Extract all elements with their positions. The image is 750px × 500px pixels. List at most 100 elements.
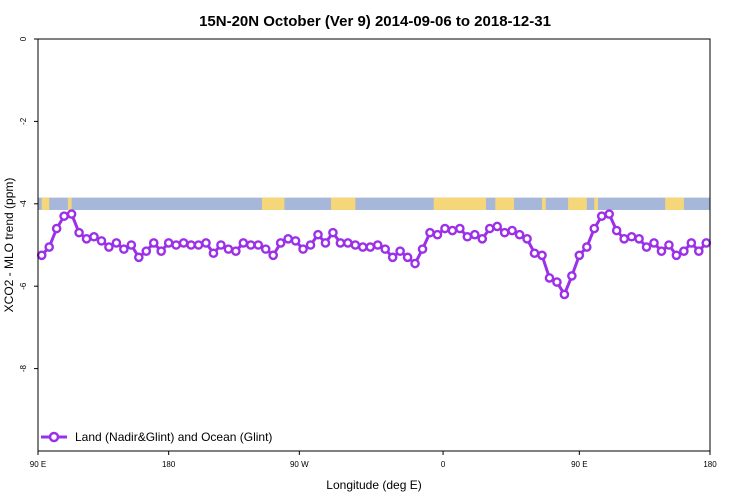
y-tick-label: -8 [19, 364, 28, 372]
land-patch [433, 197, 486, 210]
data-point [260, 244, 271, 254]
data-point [380, 244, 391, 254]
data-point [626, 231, 637, 242]
series-points-group [36, 209, 712, 300]
data-point [641, 242, 652, 252]
data-point [44, 242, 55, 252]
data-point [156, 246, 166, 256]
data-point [671, 250, 682, 261]
y-tick-label: -6 [19, 282, 28, 290]
x-tick-label: 90 E [30, 460, 46, 469]
data-point [529, 248, 540, 259]
y-tick-label: -2 [19, 117, 28, 125]
land-patch [262, 197, 285, 210]
plot-frame [37, 38, 711, 452]
ocean-band [38, 197, 710, 210]
data-point [96, 236, 107, 246]
data-point [611, 225, 622, 236]
data-point [305, 240, 316, 250]
data-point [552, 277, 562, 287]
data-point [178, 238, 189, 248]
legend: Land (Nadir&Glint) and Ocean (Glint) [41, 430, 272, 444]
land-patch [542, 197, 546, 210]
data-point [126, 240, 137, 250]
data-point [253, 240, 264, 250]
data-point [245, 240, 256, 250]
x-tick-label: 180 [162, 460, 176, 469]
data-point [268, 250, 279, 261]
data-point [701, 238, 712, 248]
data-point [417, 244, 428, 254]
data-point [395, 246, 405, 256]
data-point [231, 246, 241, 256]
data-point [89, 231, 99, 242]
data-point [410, 258, 420, 269]
data-point [51, 223, 62, 234]
land-patch [67, 197, 72, 210]
data-point [81, 234, 92, 244]
data-point [320, 238, 331, 248]
data-point [275, 238, 286, 248]
data-point [694, 246, 704, 256]
data-point [148, 238, 159, 248]
y-tick-label: -4 [19, 200, 28, 208]
data-point [283, 234, 293, 244]
data-point [201, 238, 211, 248]
data-point [387, 252, 398, 263]
data-point [74, 227, 84, 238]
y-axis-label: XCO2 - MLO trend (ppm) [2, 178, 16, 313]
data-point [559, 289, 570, 300]
land-patch [594, 197, 598, 210]
x-tick-label: 180 [703, 460, 717, 469]
data-point [425, 227, 435, 238]
data-point [171, 240, 181, 250]
data-point [604, 209, 615, 219]
legend-label: Land (Nadir&Glint) and Ocean (Glint) [75, 430, 272, 444]
data-point [290, 236, 301, 246]
data-point [141, 246, 152, 256]
data-point [484, 223, 495, 234]
data-point [589, 223, 600, 234]
data-point [619, 234, 629, 244]
data-point [462, 231, 473, 242]
data-point [567, 271, 577, 281]
x-axis-label: Longitude (deg E) [326, 478, 421, 492]
data-point [537, 250, 547, 261]
data-point [328, 227, 338, 238]
chart-title: 15N-20N October (Ver 9) 2014-09-06 to 20… [199, 13, 551, 30]
land-patch [665, 197, 684, 210]
data-point [133, 252, 144, 263]
data-point [66, 209, 77, 219]
data-point [574, 250, 585, 261]
data-point [477, 234, 488, 244]
data-point [679, 246, 689, 256]
x-tick-label: 0 [441, 460, 446, 469]
data-point [522, 234, 532, 244]
legend-marker-swatch [48, 431, 60, 443]
data-point [111, 238, 122, 248]
data-point [193, 240, 204, 250]
data-point [36, 250, 47, 261]
land-patch [495, 197, 514, 210]
data-point [544, 273, 555, 283]
land-ocean-band [38, 197, 710, 210]
data-point [238, 238, 249, 248]
land-patch [41, 197, 50, 210]
x-tick-label: 90 E [571, 460, 587, 469]
data-point [582, 242, 592, 252]
data-point [104, 242, 114, 252]
y-axis-ticks: 0 -2 -4 -6 -8 [19, 36, 38, 372]
data-point [514, 229, 525, 240]
data-point [119, 244, 129, 254]
data-point [313, 229, 323, 240]
data-point [492, 221, 503, 232]
data-point [335, 238, 346, 248]
data-point [686, 238, 697, 248]
data-point [402, 252, 413, 263]
data-point [223, 244, 234, 254]
data-point [440, 223, 450, 234]
data-point [499, 227, 510, 238]
data-point [343, 238, 353, 248]
data-point [469, 229, 480, 240]
